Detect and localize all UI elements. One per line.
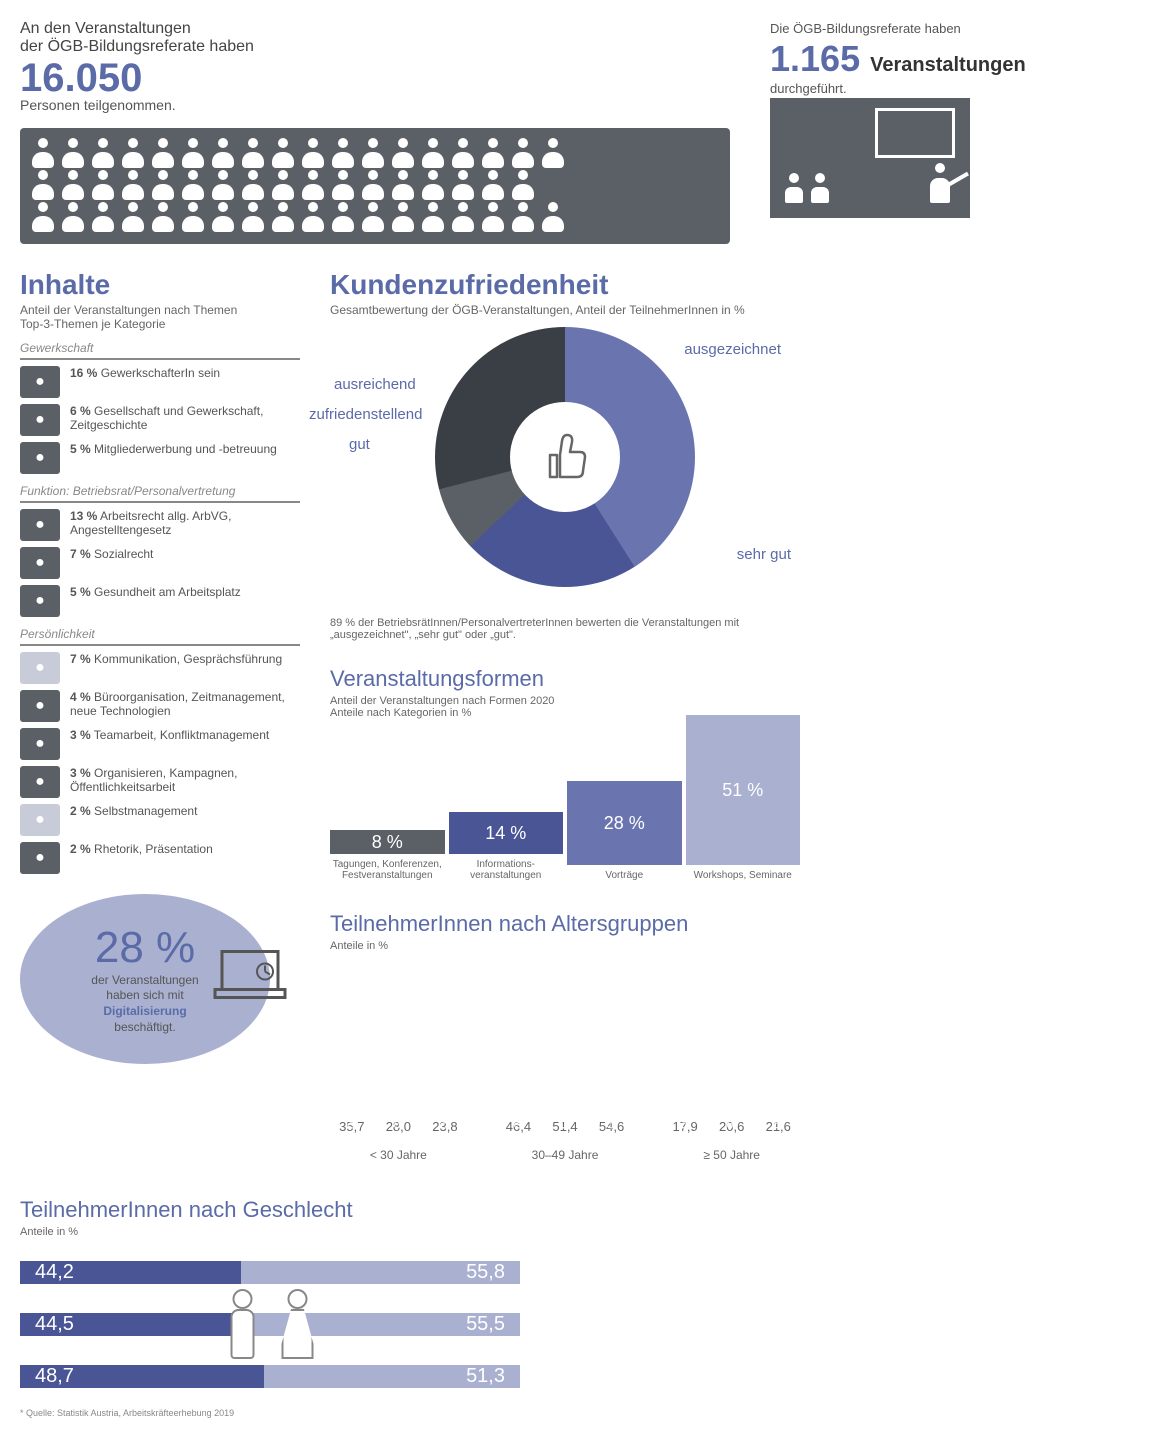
events-block: Die ÖGB-Bildungsreferate haben 1.165 Ver… bbox=[770, 20, 1150, 244]
satisfaction-note: 89 % der BetriebsrätInnen/Personalvertre… bbox=[330, 617, 800, 641]
topic-item: ●16 % GewerkschafterIn sein bbox=[20, 366, 300, 398]
format-bar: 51 %Workshops, Seminare bbox=[686, 715, 801, 881]
format-bar: 8 %Tagungen, Konferenzen, Festveranstalt… bbox=[330, 830, 445, 881]
topics-title: Inhalte bbox=[20, 269, 300, 301]
female-icon bbox=[278, 1289, 318, 1359]
pie-label-sehrgut: sehr gut bbox=[723, 542, 805, 567]
satisfaction-sub: Gesamtbewertung der ÖGB-Veranstaltungen,… bbox=[330, 303, 800, 317]
age-group: 35,7201028,0201523,82020< 30 Jahre bbox=[330, 967, 467, 1137]
people-pictogram bbox=[20, 128, 730, 244]
participants-block: An den Veranstaltungen der ÖGB-Bildungsr… bbox=[20, 20, 730, 244]
topic-item: ●3 % Teamarbeit, Konfliktmanagement bbox=[20, 728, 300, 760]
topic-icon: ● bbox=[20, 766, 60, 798]
topic-item: ●7 % Kommunikation, Gesprächsführung bbox=[20, 652, 300, 684]
topic-item: ●3 % Organisieren, Kampagnen, Öffentlich… bbox=[20, 766, 300, 798]
age-section: TeilnehmerInnen nach Altersgruppen Antei… bbox=[330, 911, 800, 1167]
pie-label-gut: gut bbox=[335, 432, 384, 457]
formats-title: Veranstaltungsformen bbox=[330, 666, 800, 692]
topic-icon: ● bbox=[20, 585, 60, 617]
age-sub: Anteile in % bbox=[330, 940, 800, 952]
events-suffix: durchgeführt. bbox=[770, 80, 1150, 98]
topic-icon: ● bbox=[20, 442, 60, 474]
topics-section: Inhalte Anteil der Veranstaltungen nach … bbox=[20, 269, 300, 1167]
age-group: 46,4201051,4201554,6202030–49 Jahre bbox=[497, 967, 634, 1137]
events-prefix: Die ÖGB-Bildungsreferate haben bbox=[770, 20, 1150, 38]
topic-icon: ● bbox=[20, 404, 60, 436]
topic-item: ●5 % Gesundheit am Arbeitsplatz bbox=[20, 585, 300, 617]
gender-title: TeilnehmerInnen nach Geschlecht bbox=[20, 1197, 520, 1223]
participants-prefix: An den Veranstaltungen bbox=[20, 20, 191, 37]
age-group: 17,9201020,6201521,62020≥ 50 Jahre bbox=[663, 967, 800, 1137]
satisfaction-pie: ausgezeichnet ausreichend zufriedenstell… bbox=[365, 327, 765, 607]
male-icon bbox=[223, 1289, 263, 1359]
topic-item: ●13 % Arbeitsrecht allg. ArbVG, Angestel… bbox=[20, 509, 300, 541]
format-bar: 28 %Vorträge bbox=[567, 781, 682, 881]
topic-item: ●2 % Selbstmanagement bbox=[20, 804, 300, 836]
pie-label-ausgezeichnet: ausgezeichnet bbox=[670, 337, 795, 362]
topic-item: ●6 % Gesellschaft und Gewerkschaft, Zeit… bbox=[20, 404, 300, 436]
participants-sub: der ÖGB-Bildungsreferate haben bbox=[20, 38, 254, 55]
age-title: TeilnehmerInnen nach Altersgruppen bbox=[330, 911, 800, 937]
gender-footnote: * Quelle: Statistik Austria, Arbeitskräf… bbox=[20, 1408, 520, 1418]
format-bar: 14 %Informations-veranstaltungen bbox=[449, 812, 564, 881]
topic-icon: ● bbox=[20, 547, 60, 579]
topic-icon: ● bbox=[20, 509, 60, 541]
bubble-pct: 28 % bbox=[95, 923, 195, 973]
participants-suffix: Personen teilgenommen. bbox=[20, 97, 730, 113]
formats-section: Veranstaltungsformen Anteil der Veransta… bbox=[330, 666, 800, 881]
topic-icon: ● bbox=[20, 728, 60, 760]
topic-item: ●5 % Mitgliederwerbung und -betreuung bbox=[20, 442, 300, 474]
digitalization-bubble: 28 % der Veranstaltungen haben sich mit … bbox=[20, 894, 270, 1064]
gender-icons bbox=[223, 1289, 318, 1359]
topic-item: ●4 % Büroorganisation, Zeitmanagement, n… bbox=[20, 690, 300, 722]
topic-item: ●7 % Sozialrecht bbox=[20, 547, 300, 579]
gender-row: 48,751,3 bbox=[20, 1352, 520, 1400]
thumbs-up-icon bbox=[510, 402, 620, 512]
topic-icon: ● bbox=[20, 366, 60, 398]
satisfaction-title: Kundenzufriedenheit bbox=[330, 269, 800, 301]
presenter-pictogram bbox=[770, 98, 970, 218]
gender-section: TeilnehmerInnen nach Geschlecht Anteile … bbox=[20, 1197, 520, 1418]
laptop-icon bbox=[210, 947, 290, 1012]
topic-icon: ● bbox=[20, 690, 60, 722]
satisfaction-section: Kundenzufriedenheit Gesamtbewertung der … bbox=[330, 269, 800, 641]
topic-icon: ● bbox=[20, 804, 60, 836]
participants-count: 16.050 bbox=[20, 56, 730, 101]
pie-label-zufriedenstellend: zufriedenstellend bbox=[295, 402, 436, 427]
topic-icon: ● bbox=[20, 652, 60, 684]
gender-sub: Anteile in % bbox=[20, 1226, 520, 1238]
pie-label-ausreichend: ausreichend bbox=[320, 372, 430, 397]
topic-icon: ● bbox=[20, 842, 60, 874]
topic-item: ●2 % Rhetorik, Präsentation bbox=[20, 842, 300, 874]
events-count: 1.165 Veranstaltungen bbox=[770, 38, 1150, 80]
